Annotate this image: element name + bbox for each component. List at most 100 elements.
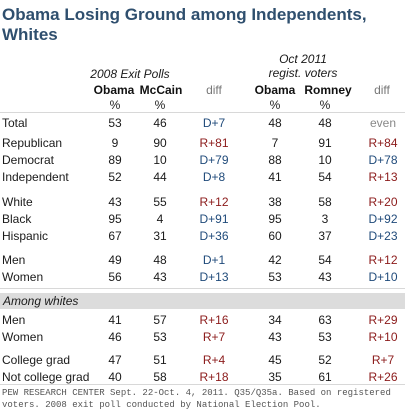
table-row: College grad 47 51 R+4 45 52 R+7 <box>0 353 405 368</box>
table-row: Not college grad 40 58 R+18 35 61 R+26 <box>0 370 405 385</box>
pct-romney: % <box>319 98 331 112</box>
divider-line <box>0 112 405 113</box>
value-cell: 56 <box>108 270 122 284</box>
row-label: Men <box>2 253 26 267</box>
value-cell: 46 <box>108 330 122 344</box>
value-cell: 90 <box>153 136 167 150</box>
value-cell: 61 <box>318 370 332 384</box>
value-cell: 9 <box>111 136 119 150</box>
value-cell: 4 <box>156 212 164 226</box>
diff-cell: R+7 <box>371 353 395 367</box>
col-diff-2011: diff <box>374 83 390 97</box>
diff-cell: R+81 <box>199 136 229 150</box>
header-2008-exit-polls: 2008 Exit Polls <box>90 67 170 81</box>
value-cell: 34 <box>268 313 282 327</box>
row-label: Not college grad <box>2 370 90 384</box>
value-cell: 53 <box>153 330 167 344</box>
row-label: Women <box>2 270 44 284</box>
section-band-among-whites: Among whites <box>0 293 405 309</box>
col-obama-2008: Obama <box>93 83 135 97</box>
header-oct-2011-line1: Oct 2011 <box>279 52 327 66</box>
value-cell: 52 <box>318 353 332 367</box>
value-cell: 45 <box>268 353 282 367</box>
value-cell: 57 <box>153 313 167 327</box>
divider-line <box>0 384 405 385</box>
value-cell: 35 <box>268 370 282 384</box>
value-cell: 10 <box>153 153 167 167</box>
pct-mccain: % <box>154 98 166 112</box>
diff-cell: R+84 <box>368 136 398 150</box>
diff-cell: R+10 <box>368 330 398 344</box>
value-cell: 38 <box>268 195 282 209</box>
value-cell: 7 <box>271 136 279 150</box>
table-row: Hispanic 67 31 D+36 60 37 D+23 <box>0 229 405 244</box>
table-row: Independent 52 44 D+8 41 54 R+13 <box>0 170 405 185</box>
value-cell: 53 <box>108 116 122 130</box>
value-cell: 49 <box>108 253 122 267</box>
row-label: Hispanic <box>2 229 49 243</box>
diff-cell: D+78 <box>368 153 398 167</box>
value-cell: 53 <box>318 330 332 344</box>
value-cell: 63 <box>318 313 332 327</box>
value-cell: 3 <box>321 212 329 226</box>
row-label: Women <box>2 330 44 344</box>
row-label: Independent <box>2 170 69 184</box>
table-row: Black 95 4 D+91 95 3 D+92 <box>0 212 405 227</box>
value-cell: 37 <box>318 229 332 243</box>
diff-cell: R+13 <box>368 170 398 184</box>
table-row: Democrat 89 10 D+79 88 10 D+78 <box>0 153 405 168</box>
col-mccain: McCain <box>139 83 183 97</box>
value-cell: 89 <box>108 153 122 167</box>
value-cell: 51 <box>153 353 167 367</box>
diff-cell: D+7 <box>202 116 226 130</box>
diff-cell: D+10 <box>368 270 398 284</box>
value-cell: 48 <box>153 253 167 267</box>
row-label: Men <box>2 313 26 327</box>
diff-cell: R+18 <box>199 370 229 384</box>
diff-cell: R+7 <box>202 330 226 344</box>
row-label: Republican <box>2 136 63 150</box>
value-cell: 55 <box>153 195 167 209</box>
diff-cell: R+16 <box>199 313 229 327</box>
diff-cell: R+4 <box>202 353 226 367</box>
value-cell: 40 <box>108 370 122 384</box>
table-row: Women 46 53 R+7 43 53 R+10 <box>0 330 405 345</box>
chart-title: Obama Losing Ground among Independents, … <box>2 5 367 44</box>
table-row: Women 56 43 D+13 53 43 D+10 <box>0 270 405 285</box>
value-cell: 52 <box>108 170 122 184</box>
source-note: PEW RESEARCH CENTER Sept. 22-Oct. 4, 201… <box>2 388 391 410</box>
row-label: College grad <box>2 353 71 367</box>
value-cell: 46 <box>153 116 167 130</box>
value-cell: 67 <box>108 229 122 243</box>
diff-cell: D+13 <box>199 270 229 284</box>
col-diff-2008: diff <box>206 83 222 97</box>
col-romney: Romney <box>304 83 352 97</box>
value-cell: 60 <box>268 229 282 243</box>
value-cell: 54 <box>318 170 332 184</box>
value-cell: 48 <box>268 116 282 130</box>
value-cell: 43 <box>318 270 332 284</box>
value-cell: 42 <box>268 253 282 267</box>
value-cell: 48 <box>318 116 332 130</box>
row-label: Total <box>2 116 28 130</box>
table-row: Total 53 46 D+7 48 48 even <box>0 116 405 131</box>
value-cell: 95 <box>108 212 122 226</box>
value-cell: 54 <box>318 253 332 267</box>
diff-cell: D+1 <box>202 253 226 267</box>
section-label: Among whites <box>3 294 79 308</box>
table-row: White 43 55 R+12 38 58 R+20 <box>0 195 405 210</box>
value-cell: 41 <box>108 313 122 327</box>
row-label: Democrat <box>2 153 55 167</box>
value-cell: 31 <box>153 229 167 243</box>
value-cell: 47 <box>108 353 122 367</box>
value-cell: 91 <box>318 136 332 150</box>
diff-cell: even <box>369 116 397 130</box>
diff-cell: R+12 <box>368 253 398 267</box>
value-cell: 43 <box>268 330 282 344</box>
value-cell: 95 <box>268 212 282 226</box>
table-row: Republican 9 90 R+81 7 91 R+84 <box>0 136 405 151</box>
pct-obama-2011: % <box>269 98 281 112</box>
diff-cell: R+12 <box>199 195 229 209</box>
diff-cell: D+8 <box>202 170 226 184</box>
diff-cell: R+29 <box>368 313 398 327</box>
